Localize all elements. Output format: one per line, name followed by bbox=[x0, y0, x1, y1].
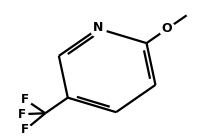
Text: N: N bbox=[93, 21, 103, 34]
Text: F: F bbox=[21, 93, 29, 106]
Text: F: F bbox=[21, 124, 29, 136]
Text: O: O bbox=[162, 22, 172, 35]
Text: F: F bbox=[17, 108, 26, 121]
